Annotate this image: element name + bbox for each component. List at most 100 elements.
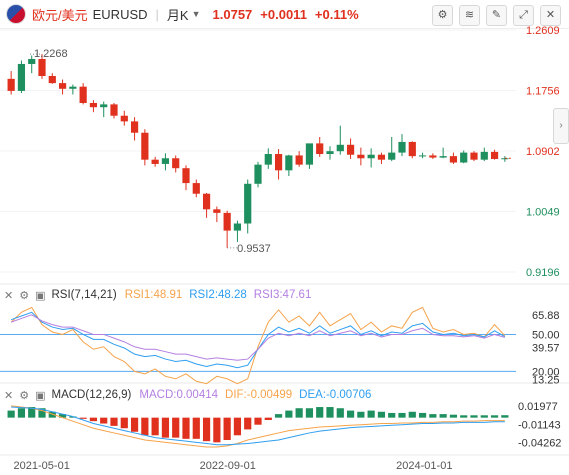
close-icon[interactable]: ✕	[540, 5, 561, 26]
macd-histogram-bar	[398, 412, 406, 418]
macd-histogram-bar	[388, 412, 396, 418]
high-annotation: 1.2268	[34, 48, 68, 60]
low-annotation: 0.9537	[237, 243, 271, 255]
candle-body	[357, 154, 365, 159]
macd-histogram-bar	[233, 417, 242, 436]
candle-body	[69, 86, 77, 89]
candle-body	[38, 59, 46, 77]
gear-icon[interactable]: ⚙	[19, 389, 30, 402]
macd-histogram-bar	[244, 417, 252, 430]
macd-value: MACD:0.00414	[139, 389, 219, 401]
candle-body	[130, 121, 139, 133]
candle-body	[408, 141, 416, 157]
macd-histogram-bar	[213, 417, 221, 443]
chart-settings-icon[interactable]: ⚙	[432, 5, 453, 26]
macd-histogram-bar	[285, 410, 293, 418]
macd-histogram-bar	[470, 415, 478, 418]
rsi-y-tick: 39.57	[532, 342, 560, 354]
macd-histogram-bar	[295, 408, 303, 418]
candle-body	[110, 104, 118, 116]
macd-histogram-bar	[429, 414, 437, 418]
macd-histogram-bar	[28, 407, 36, 418]
macd-histogram-bar	[480, 415, 488, 418]
gear-icon[interactable]: ⚙	[19, 289, 30, 302]
rsi-legend: ✕ ⚙ ▣ RSI(7,14,21) RSI1:48.91 RSI2:48.28…	[4, 287, 318, 303]
macd-y-tick: -0.01143	[518, 419, 561, 431]
symbol-code: EURUSD	[92, 6, 148, 22]
macd-histogram-bar	[192, 417, 200, 439]
rsi-y-tick: 50.00	[532, 329, 560, 341]
macd-histogram-bar	[418, 412, 427, 418]
candle-body	[418, 155, 427, 157]
rsi2-value: RSI2:48.28	[189, 289, 247, 301]
rsi-line	[10, 311, 506, 369]
macd-histogram-bar	[69, 416, 77, 418]
x-tick-label: 2024-01-01	[396, 460, 452, 472]
candle-body	[346, 144, 355, 155]
macd-histogram-bar	[264, 417, 272, 420]
candle-body	[192, 183, 200, 194]
candle-body	[182, 168, 190, 184]
candle-body	[161, 158, 170, 164]
macd-histogram-bar	[48, 411, 56, 418]
macd-histogram-bar	[357, 411, 365, 418]
macd-histogram-bar	[223, 417, 231, 440]
candle-body	[490, 151, 499, 159]
candle-body	[233, 223, 242, 231]
candle-body	[254, 164, 262, 184]
candle-body	[28, 59, 36, 64]
candle-body	[305, 143, 314, 165]
y-tick-label: 0.9196	[526, 267, 560, 279]
price-change-pct: +0.11%	[314, 6, 359, 22]
indicator-settings-icon[interactable]: ≋	[459, 5, 480, 26]
macd-histogram-bar	[336, 408, 344, 418]
collapse-panel-icon[interactable]: ›	[553, 108, 569, 144]
macd-histogram-bar	[17, 408, 26, 418]
close-icon[interactable]: ✕	[4, 389, 14, 402]
drawing-tools-icon[interactable]: ✎	[486, 5, 507, 26]
rsi-y-tick: 65.88	[532, 310, 560, 322]
macd-histogram-bar	[346, 410, 355, 418]
candle-body	[336, 144, 344, 152]
macd-histogram-bar	[58, 414, 67, 418]
rsi-y-tick: 20.00	[532, 366, 560, 378]
candle-body	[429, 155, 437, 158]
eye-icon[interactable]: ▣	[35, 389, 46, 402]
macd-histogram-bar	[182, 417, 190, 439]
candle-body	[172, 158, 180, 169]
y-tick-label: 1.2609	[526, 25, 560, 37]
macd-dea-line	[11, 406, 505, 446]
candle-body	[202, 193, 211, 210]
candle-body	[398, 141, 406, 153]
candle-body	[89, 102, 98, 108]
macd-histogram-bar	[305, 408, 314, 418]
macd-histogram-bar	[501, 415, 509, 418]
macd-histogram-bar	[367, 410, 375, 418]
candle-body	[326, 151, 334, 155]
period-selector[interactable]: 月K	[166, 7, 189, 23]
macd-histogram-bar	[130, 417, 139, 432]
x-tick-label: 2021-05-01	[14, 460, 70, 472]
candle-body	[58, 83, 67, 89]
macd-dif-line	[11, 405, 505, 448]
header-divider: |	[155, 6, 159, 22]
candle-body	[151, 159, 159, 164]
candle-body	[79, 86, 87, 103]
candle-body	[439, 156, 447, 158]
macd-histogram-bar	[38, 408, 46, 418]
macd-histogram-bar	[439, 414, 447, 418]
candle-body	[316, 143, 324, 155]
pair-name[interactable]: 欧元/美元	[32, 7, 88, 23]
macd-histogram-bar	[7, 410, 15, 418]
macd-histogram-bar	[110, 417, 118, 426]
chevron-down-icon[interactable]: ▼	[191, 9, 201, 19]
close-icon[interactable]: ✕	[4, 289, 14, 302]
macd-histogram-bar	[151, 417, 159, 436]
eye-icon[interactable]: ▣	[35, 289, 46, 302]
currency-flag-icon	[6, 4, 26, 24]
fullscreen-icon[interactable]: ⤢	[513, 5, 534, 26]
candle-body	[213, 209, 221, 213]
macd-y-tick: -0.04262	[518, 438, 561, 450]
candle-body	[449, 156, 458, 163]
